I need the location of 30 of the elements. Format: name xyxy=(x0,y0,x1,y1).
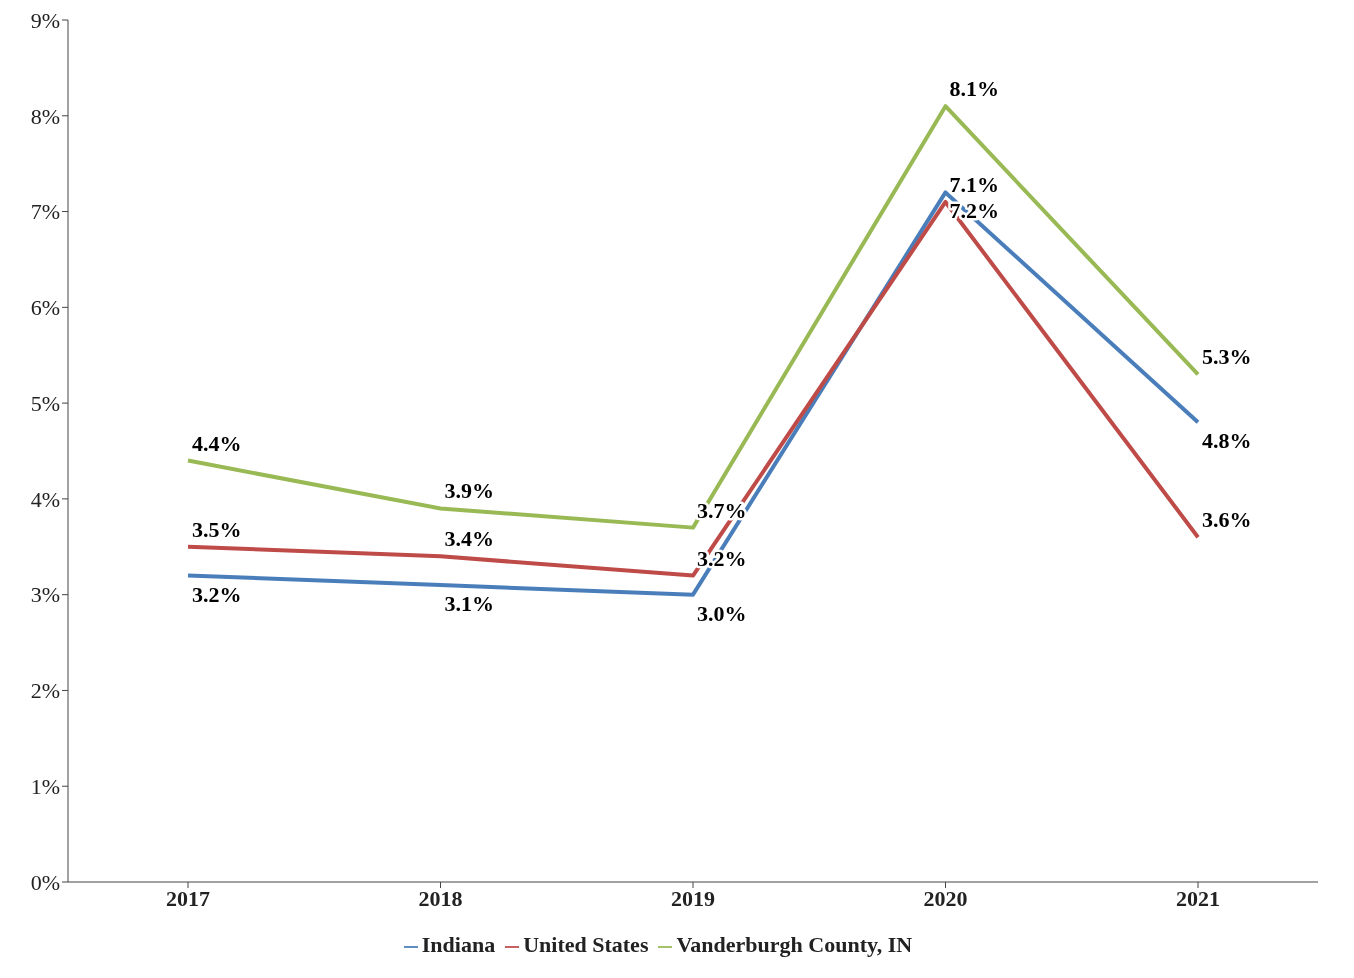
y-tick-label: 8% xyxy=(30,103,60,129)
data-label: 5.3% xyxy=(1202,344,1252,370)
x-tick-label: 2019 xyxy=(671,885,715,911)
y-tick-label: 9% xyxy=(30,7,60,33)
data-label: 3.6% xyxy=(1202,507,1252,533)
data-label: 4.4% xyxy=(192,430,242,456)
data-label: 3.0% xyxy=(697,600,747,626)
legend-label: United States xyxy=(523,932,649,957)
x-tick-label: 2020 xyxy=(923,885,968,911)
data-label: 3.9% xyxy=(444,478,494,504)
data-label: 3.4% xyxy=(444,526,494,552)
y-tick-label: 1% xyxy=(30,774,60,800)
data-label: 3.2% xyxy=(192,581,242,607)
legend-label: Indiana xyxy=(421,932,496,957)
data-label: 3.5% xyxy=(192,516,242,542)
y-tick-label: 0% xyxy=(30,869,60,895)
data-label: 8.1% xyxy=(949,76,999,102)
y-tick-label: 5% xyxy=(30,390,60,416)
x-tick-label: 2017 xyxy=(166,885,210,911)
y-tick-label: 4% xyxy=(30,486,60,512)
data-label: 7.1% xyxy=(949,171,999,197)
legend-label: Vanderburgh County, IN xyxy=(676,932,913,957)
x-tick-label: 2021 xyxy=(1176,885,1220,911)
y-tick-label: 7% xyxy=(30,199,60,225)
data-label: 4.8% xyxy=(1202,428,1252,454)
y-tick-label: 2% xyxy=(30,678,60,704)
y-tick-label: 6% xyxy=(30,295,60,321)
data-label: 3.1% xyxy=(444,591,494,617)
y-tick-label: 3% xyxy=(30,582,60,608)
x-tick-label: 2018 xyxy=(418,885,463,911)
